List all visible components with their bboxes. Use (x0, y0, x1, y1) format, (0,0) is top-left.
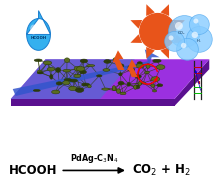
Ellipse shape (145, 71, 149, 74)
Ellipse shape (113, 58, 117, 61)
Ellipse shape (151, 84, 155, 87)
Circle shape (193, 19, 198, 23)
Ellipse shape (134, 85, 137, 89)
Ellipse shape (102, 88, 109, 90)
Polygon shape (174, 59, 209, 106)
Polygon shape (130, 20, 142, 29)
Ellipse shape (138, 81, 142, 85)
Ellipse shape (75, 88, 84, 92)
Circle shape (186, 26, 212, 52)
Ellipse shape (37, 70, 42, 74)
Ellipse shape (103, 69, 110, 71)
Ellipse shape (134, 85, 140, 89)
Ellipse shape (80, 70, 86, 74)
Ellipse shape (63, 69, 71, 72)
Ellipse shape (64, 78, 71, 81)
Ellipse shape (112, 88, 117, 91)
Ellipse shape (76, 67, 85, 71)
Ellipse shape (119, 73, 122, 76)
Text: CO$_2$: CO$_2$ (177, 30, 186, 37)
Circle shape (168, 15, 200, 47)
Ellipse shape (157, 84, 163, 87)
Ellipse shape (69, 79, 77, 82)
Polygon shape (146, 47, 155, 59)
Ellipse shape (74, 66, 81, 71)
Ellipse shape (127, 82, 130, 86)
Ellipse shape (120, 92, 126, 95)
Ellipse shape (33, 89, 40, 91)
Text: CO$_2$ + H$_2$: CO$_2$ + H$_2$ (132, 163, 190, 178)
Ellipse shape (34, 59, 42, 62)
Polygon shape (127, 59, 138, 77)
Ellipse shape (153, 90, 157, 92)
Ellipse shape (82, 83, 90, 86)
Polygon shape (161, 4, 169, 16)
Polygon shape (130, 34, 142, 43)
Ellipse shape (137, 62, 142, 64)
Circle shape (176, 38, 198, 60)
Polygon shape (27, 11, 50, 50)
Polygon shape (173, 20, 185, 29)
Ellipse shape (118, 64, 124, 67)
Text: HCOOH: HCOOH (30, 36, 47, 40)
Ellipse shape (50, 74, 53, 79)
Polygon shape (161, 47, 169, 59)
Polygon shape (11, 99, 174, 106)
Circle shape (140, 14, 176, 49)
Ellipse shape (47, 67, 55, 71)
Text: HCOOH: HCOOH (9, 164, 57, 177)
Circle shape (189, 15, 209, 34)
Ellipse shape (128, 68, 135, 71)
Ellipse shape (146, 64, 150, 68)
Text: H$_2$: H$_2$ (196, 38, 202, 45)
Circle shape (175, 22, 183, 30)
Ellipse shape (44, 61, 52, 65)
Ellipse shape (37, 72, 43, 74)
Circle shape (181, 43, 186, 48)
Circle shape (168, 35, 174, 40)
Ellipse shape (74, 74, 81, 77)
Ellipse shape (87, 65, 95, 67)
Ellipse shape (62, 81, 70, 85)
Polygon shape (13, 49, 160, 96)
Ellipse shape (128, 66, 131, 69)
Ellipse shape (156, 65, 165, 69)
Ellipse shape (118, 81, 124, 85)
Polygon shape (173, 34, 185, 43)
Text: PdAg-C$_3$N$_4$: PdAg-C$_3$N$_4$ (70, 152, 119, 165)
Ellipse shape (136, 64, 144, 68)
Polygon shape (113, 50, 125, 70)
Polygon shape (146, 4, 155, 16)
Ellipse shape (116, 89, 120, 93)
Ellipse shape (64, 58, 70, 63)
Ellipse shape (141, 82, 145, 84)
Circle shape (192, 32, 198, 38)
Polygon shape (11, 59, 135, 99)
Ellipse shape (56, 68, 61, 72)
Ellipse shape (87, 85, 91, 88)
Ellipse shape (112, 86, 116, 91)
Ellipse shape (151, 77, 160, 82)
Circle shape (165, 31, 184, 51)
Ellipse shape (80, 59, 87, 63)
Polygon shape (11, 59, 209, 99)
Ellipse shape (104, 60, 111, 63)
Ellipse shape (135, 75, 141, 78)
Ellipse shape (30, 25, 37, 34)
Ellipse shape (97, 75, 102, 77)
Ellipse shape (52, 90, 60, 94)
Ellipse shape (56, 82, 62, 85)
Ellipse shape (153, 59, 161, 62)
Ellipse shape (69, 86, 77, 91)
